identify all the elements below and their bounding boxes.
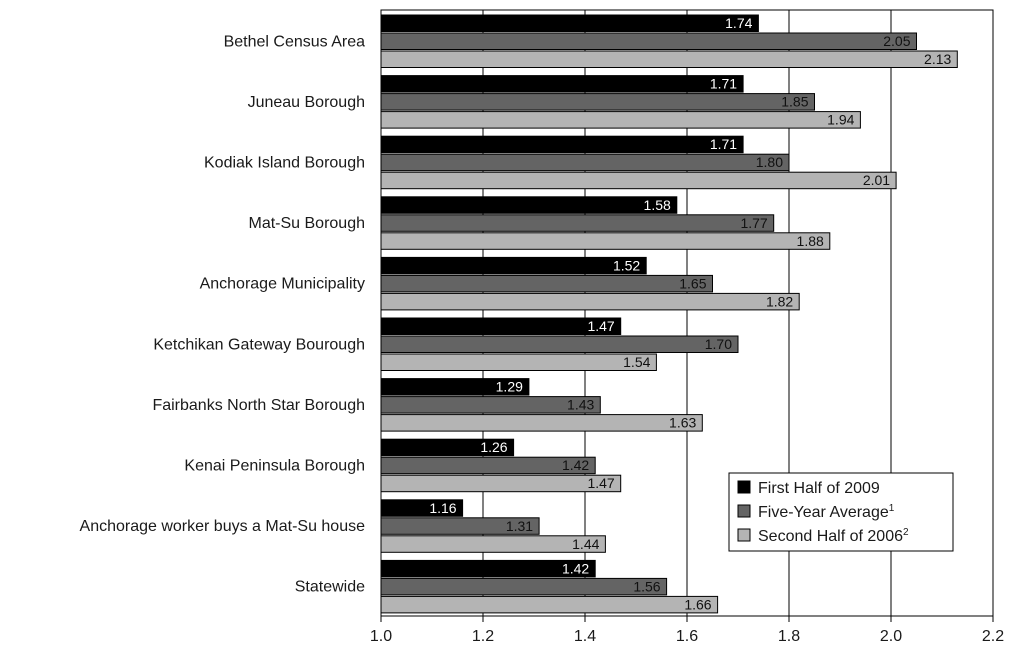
bar-five-year-average [380, 274, 713, 293]
category-label: Anchorage Municipality [200, 276, 365, 293]
legend-footnote-marker: 1 [889, 503, 895, 514]
data-label: 1.77 [740, 215, 767, 231]
bar-second-half-2006 [380, 111, 861, 129]
bar-second-half-2006 [380, 50, 958, 68]
bar-first-half-2009 [380, 559, 596, 578]
legend-entry: First Half of 2009 [758, 480, 880, 497]
data-label: 1.54 [623, 354, 650, 370]
data-label: 2.01 [863, 172, 890, 188]
data-label: 1.56 [633, 578, 660, 594]
data-label: 1.47 [587, 318, 614, 334]
data-label: 1.74 [725, 15, 752, 31]
data-label: 1.63 [669, 415, 696, 431]
data-label: 1.16 [429, 500, 456, 516]
x-tick-label: 1.2 [472, 628, 494, 645]
legend-swatch [737, 480, 751, 494]
legend-box [728, 472, 954, 552]
bar-second-half-2006 [380, 595, 719, 614]
bar-five-year-average [380, 214, 775, 232]
legend-swatch [737, 528, 751, 542]
bar-second-half-2006 [380, 535, 606, 553]
bar-first-half-2009 [380, 256, 647, 275]
data-label: 1.58 [644, 197, 671, 213]
bar-second-half-2006 [380, 474, 622, 493]
bar-second-half-2006 [380, 232, 831, 250]
legend-label: First Half of 2009 [758, 480, 880, 497]
bars: 1.74 2.05 2.13 1.71 1.85 1.94 1.71 1.80 2.01 1.58… [380, 14, 958, 614]
data-label: 1.71 [710, 136, 737, 152]
x-tick-label: 1.8 [778, 628, 800, 645]
bar-first-half-2009 [380, 499, 464, 517]
data-label: 1.47 [587, 475, 614, 491]
category-label: Juneau Borough [248, 94, 365, 111]
data-label: 1.80 [756, 154, 783, 170]
category-label: Kodiak Island Borough [204, 154, 365, 171]
data-label: 1.82 [766, 293, 793, 309]
bar-five-year-average [380, 335, 739, 353]
data-label: 1.66 [684, 596, 711, 612]
category-label: Mat-Su Borough [248, 215, 365, 232]
bar-five-year-average [380, 577, 668, 596]
bar-five-year-average [380, 93, 815, 111]
legend-footnote-marker: 2 [903, 527, 909, 538]
category-label: Kenai Peninsula Borough [184, 457, 365, 474]
data-label: 1.43 [567, 397, 594, 413]
legend-entry: Second Half of 20062 [758, 527, 909, 545]
data-label: 1.52 [613, 257, 640, 273]
bar-five-year-average [380, 32, 917, 50]
x-tick-label: 1.6 [676, 628, 698, 645]
category-label: Statewide [295, 579, 365, 596]
bar-first-half-2009 [380, 75, 744, 93]
data-label: 1.85 [781, 94, 808, 110]
bar-second-half-2006 [380, 171, 897, 190]
legend-swatch [737, 504, 751, 518]
data-label: 1.70 [705, 336, 732, 352]
bar-first-half-2009 [380, 317, 622, 335]
category-label: Anchorage worker buys a Mat-Su house [80, 518, 366, 535]
data-label: 1.94 [827, 112, 854, 128]
data-label: 2.13 [924, 51, 951, 67]
category-label: Fairbanks North Star Borough [152, 397, 365, 414]
legend-label: Second Half of 2006 [758, 528, 903, 545]
data-label: 1.88 [797, 233, 824, 249]
data-label: 2.05 [883, 33, 910, 49]
data-label: 1.26 [480, 439, 507, 455]
bar-first-half-2009 [380, 378, 530, 396]
legend-entry: Five-Year Average1 [758, 503, 895, 521]
data-label: 1.42 [562, 560, 589, 576]
bar-five-year-average [380, 153, 790, 172]
x-axis: 1.0 1.2 1.4 1.6 1.8 2.0 2.2 [370, 616, 1004, 645]
bar-first-half-2009 [380, 14, 759, 32]
bar-five-year-average [380, 517, 540, 535]
x-tick-label: 2.0 [880, 628, 902, 645]
category-label: Bethel Census Area [224, 33, 366, 50]
data-label: 1.31 [506, 518, 533, 534]
data-label: 1.42 [562, 457, 589, 473]
data-label: 1.65 [679, 275, 706, 291]
bar-first-half-2009 [380, 438, 515, 457]
x-tick-label: 2.2 [982, 628, 1004, 645]
bar-first-half-2009 [380, 135, 744, 154]
legend-label: Five-Year Average [758, 504, 889, 521]
bar-first-half-2009 [380, 196, 678, 214]
bar-second-half-2006 [380, 414, 703, 432]
data-label: 1.29 [496, 379, 523, 395]
category-labels: Bethel Census Area Juneau Borough Kodiak I… [80, 33, 366, 595]
data-label: 1.44 [572, 536, 599, 552]
x-tick-label: 1.0 [370, 628, 392, 645]
bar-five-year-average [380, 456, 596, 475]
data-label: 1.71 [710, 76, 737, 92]
bar-second-half-2006 [380, 353, 657, 371]
x-tick-label: 1.4 [574, 628, 596, 645]
category-label: Ketchikan Gateway Bourough [153, 336, 365, 353]
bar-five-year-average [380, 396, 601, 414]
legend: First Half of 2009 Five-Year Average1 Seco… [728, 472, 954, 552]
bar-second-half-2006 [380, 292, 800, 311]
